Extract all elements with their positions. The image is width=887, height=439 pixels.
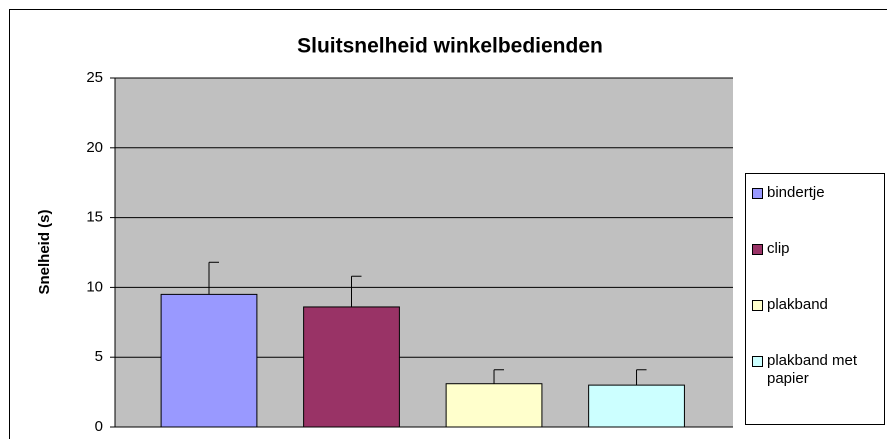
y-tick-label: 10 xyxy=(86,278,103,295)
y-tick-label: 25 xyxy=(86,69,103,86)
bar xyxy=(303,306,400,428)
bar xyxy=(588,384,685,428)
legend-item: clip xyxy=(752,240,886,258)
legend-item: plakband met papier xyxy=(752,352,886,388)
chart-title: Sluitsnelheid winkelbedienden xyxy=(297,35,603,58)
y-tick-label: 0 xyxy=(95,418,103,435)
legend-label: bindertje xyxy=(767,184,825,201)
y-tick-label: 5 xyxy=(95,348,103,365)
legend-swatch xyxy=(752,244,763,255)
legend-item: bindertje xyxy=(752,184,886,202)
legend-swatch xyxy=(752,300,763,311)
legend-swatch xyxy=(752,356,763,367)
y-tick-label: 15 xyxy=(86,209,103,226)
legend-label: clip xyxy=(767,240,790,257)
legend: bindertje clip plakband plakband met papier xyxy=(745,173,885,425)
legend-label: plakband met papier xyxy=(767,352,858,387)
y-axis-label: Snelheid (s) xyxy=(36,209,53,294)
bar xyxy=(160,293,258,428)
legend-item: plakband xyxy=(752,296,886,314)
legend-label: plakband xyxy=(767,296,828,313)
y-tick-label: 20 xyxy=(86,139,103,156)
bar xyxy=(445,383,543,428)
legend-swatch xyxy=(752,188,763,199)
